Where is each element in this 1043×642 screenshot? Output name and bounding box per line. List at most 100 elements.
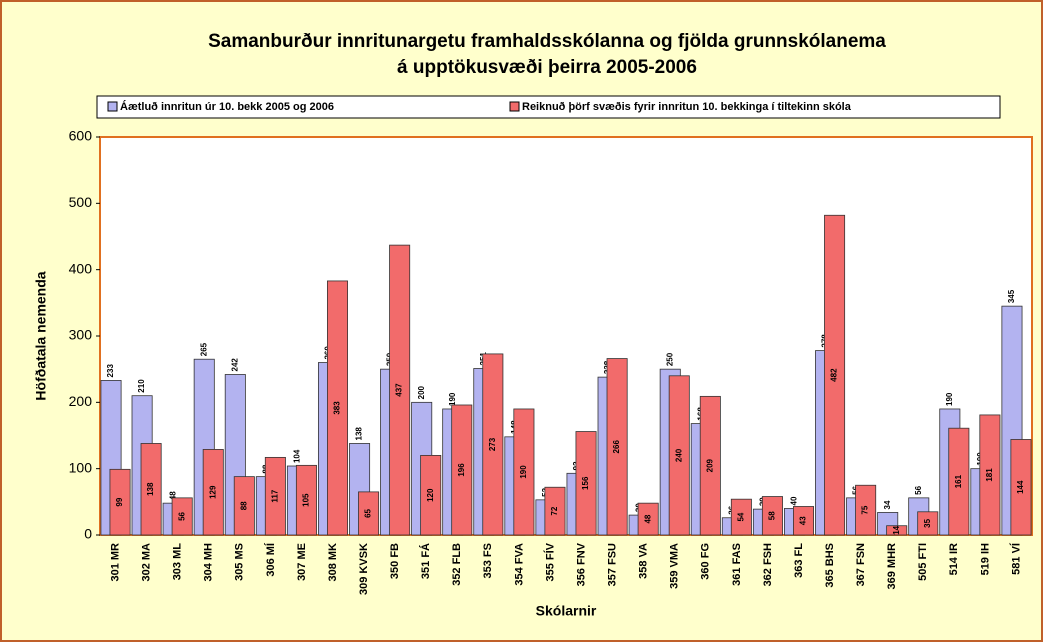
x-tick-label: 367 FSN <box>855 543 867 586</box>
value-label: 138 <box>146 482 155 496</box>
y-tick-label: 500 <box>69 194 93 210</box>
bar <box>264 456 286 536</box>
x-tick-label: 360 FG <box>700 543 712 580</box>
bar <box>824 214 846 536</box>
value-label: 56 <box>914 485 923 494</box>
bar <box>389 244 411 536</box>
x-tick-label: 353 FS <box>482 543 494 578</box>
value-label: 43 <box>799 516 808 525</box>
value-label: 120 <box>426 488 435 502</box>
bar <box>482 353 504 536</box>
bar <box>979 414 1001 536</box>
value-label: 345 <box>1007 289 1016 303</box>
value-label: 72 <box>550 506 559 515</box>
value-label: 65 <box>364 508 373 517</box>
value-label: 233 <box>106 364 115 378</box>
bar <box>606 358 628 536</box>
value-label: 190 <box>448 392 457 406</box>
legend <box>96 95 1001 119</box>
bar <box>233 476 255 536</box>
value-label: 54 <box>736 512 745 521</box>
value-label: 437 <box>395 383 404 397</box>
value-label: 88 <box>239 501 248 510</box>
bar <box>855 484 877 536</box>
legend-label: Áætluð innritun úr 10. bekk 2005 og 2006 <box>120 100 334 113</box>
value-label: 200 <box>417 385 426 399</box>
x-tick-label: 505 FTI <box>917 543 929 581</box>
value-label: 138 <box>355 427 364 441</box>
value-label: 190 <box>519 465 528 479</box>
value-label: 104 <box>293 449 302 463</box>
y-tick-label: 0 <box>84 526 92 542</box>
value-label: 56 <box>177 511 186 520</box>
x-tick-label: 351 FÁ <box>419 543 432 579</box>
y-tick-label: 100 <box>69 459 93 475</box>
x-tick-label: 363 FL <box>793 543 805 578</box>
bar <box>544 486 566 536</box>
value-label: 240 <box>674 448 683 462</box>
legend-swatch <box>107 101 118 112</box>
x-tick-label: 306 MÍ <box>264 542 277 577</box>
value-label: 105 <box>302 493 311 507</box>
bar <box>637 502 659 536</box>
x-tick-label: 361 FAS <box>731 543 743 586</box>
bar <box>295 464 317 536</box>
bar <box>668 375 690 536</box>
value-label: 75 <box>861 505 870 514</box>
value-label: 242 <box>230 358 239 372</box>
value-label: 196 <box>457 463 466 477</box>
value-label: 273 <box>488 437 497 451</box>
bar <box>699 395 721 536</box>
bar <box>140 443 162 536</box>
bar <box>451 404 473 536</box>
x-tick-label: 358 VA <box>638 543 650 579</box>
plot-area <box>99 136 1033 536</box>
value-label: 58 <box>768 511 777 520</box>
x-tick-label: 362 FSH <box>762 543 774 586</box>
x-tick-label: 308 MK <box>327 543 339 582</box>
x-tick-label: 303 ML <box>172 543 184 581</box>
y-tick-label: 300 <box>69 327 93 343</box>
x-tick-label: 365 BHS <box>824 543 836 588</box>
bar <box>886 525 908 536</box>
value-label: 210 <box>137 379 146 393</box>
value-label: 129 <box>208 485 217 499</box>
bar <box>761 496 783 536</box>
x-tick-label: 301 MR <box>109 543 121 582</box>
bar <box>420 454 442 536</box>
x-tick-label: 354 FVA <box>513 543 525 586</box>
value-label: 48 <box>643 514 652 523</box>
x-tick-label: 359 VMA <box>669 543 681 589</box>
bar <box>171 497 193 536</box>
value-label: 117 <box>270 489 279 502</box>
x-tick-label: 356 FNV <box>575 542 587 586</box>
value-label: 34 <box>883 500 892 509</box>
x-tick-label: 369 MHR <box>886 543 898 590</box>
x-tick-label: 309 KVSK <box>358 543 370 595</box>
chart-title: Samanburður innritunargetu framhaldsskól… <box>208 31 886 52</box>
x-tick-label: 352 FLB <box>451 543 463 586</box>
value-label: 40 <box>790 496 799 505</box>
bar <box>513 408 535 536</box>
x-axis-label: Skólarnir <box>536 603 597 619</box>
x-tick-label: 519 IH <box>979 543 991 575</box>
value-label: 144 <box>1016 480 1025 494</box>
bar <box>730 498 752 536</box>
x-tick-label: 355 FÍV <box>543 542 556 581</box>
y-tick-label: 400 <box>69 260 93 276</box>
chart-title: á upptökusvæði þeirra 2005-2006 <box>397 57 697 78</box>
bar <box>948 427 970 536</box>
value-label: 383 <box>333 401 342 415</box>
value-label: 482 <box>830 368 839 382</box>
value-label: 156 <box>581 476 590 490</box>
x-tick-label: 357 FSU <box>607 543 619 586</box>
value-label: 99 <box>115 497 124 506</box>
x-tick-label: 305 MS <box>234 543 246 581</box>
bar <box>917 511 939 536</box>
bar <box>1010 439 1032 536</box>
legend-swatch <box>509 101 520 112</box>
bar <box>358 491 380 536</box>
value-label: 209 <box>705 458 714 472</box>
x-tick-label: 304 MH <box>203 543 215 582</box>
